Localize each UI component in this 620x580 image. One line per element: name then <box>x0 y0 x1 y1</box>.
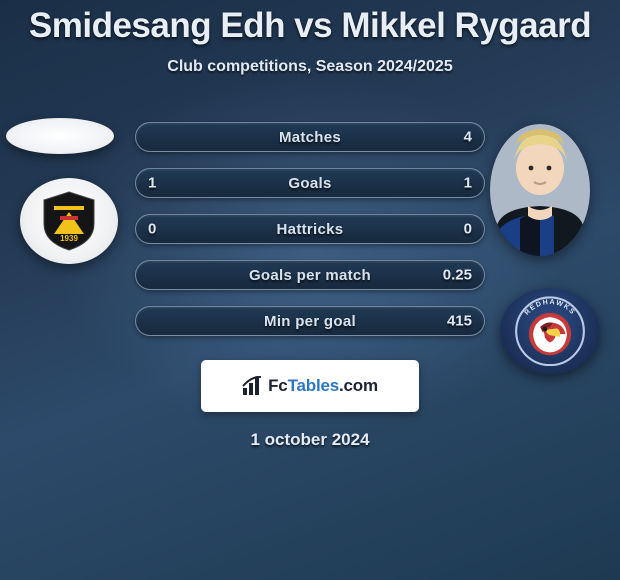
stat-label: Goals <box>288 175 331 192</box>
stat-row: 1 Goals 1 <box>135 168 485 198</box>
stat-label: Min per goal <box>264 313 356 330</box>
page-title: Smidesang Edh vs Mikkel Rygaard <box>0 6 620 46</box>
stat-right-value: 1 <box>464 175 472 192</box>
stat-right-value: 0 <box>464 221 472 238</box>
brand-box: FcTables.com <box>201 360 419 412</box>
stat-row: Matches 4 <box>135 122 485 152</box>
stat-left-value: 0 <box>148 221 156 238</box>
player-left-avatar <box>6 118 114 154</box>
brand-text: FcTables.com <box>268 376 378 396</box>
infographic-content: Smidesang Edh vs Mikkel Rygaard Club com… <box>0 0 620 580</box>
stat-right-value: 415 <box>447 313 472 330</box>
svg-text:1939: 1939 <box>60 234 78 243</box>
stat-label: Goals per match <box>249 267 371 284</box>
stat-left-value: 1 <box>148 175 156 192</box>
stat-right-value: 0.25 <box>443 267 472 284</box>
player-right-avatar <box>490 124 590 256</box>
stat-row: 0 Hattricks 0 <box>135 214 485 244</box>
date-text: 1 october 2024 <box>0 430 620 450</box>
team-right-badge: REDHAWKS <box>500 288 600 374</box>
team-left-badge: 1939 <box>20 178 118 264</box>
brand-suf: .com <box>339 376 378 395</box>
subtitle: Club competitions, Season 2024/2025 <box>0 58 620 76</box>
stat-label: Matches <box>279 129 341 146</box>
shield-icon: 1939 <box>40 190 98 252</box>
stat-label: Hattricks <box>277 221 344 238</box>
brand-pre: Fc <box>268 376 287 395</box>
chart-bars-icon <box>242 376 264 396</box>
stat-row: Min per goal 415 <box>135 306 485 336</box>
stat-right-value: 4 <box>464 129 472 146</box>
brand-mid: Tables <box>288 376 339 395</box>
brand: FcTables.com <box>242 376 378 396</box>
stat-row: Goals per match 0.25 <box>135 260 485 290</box>
